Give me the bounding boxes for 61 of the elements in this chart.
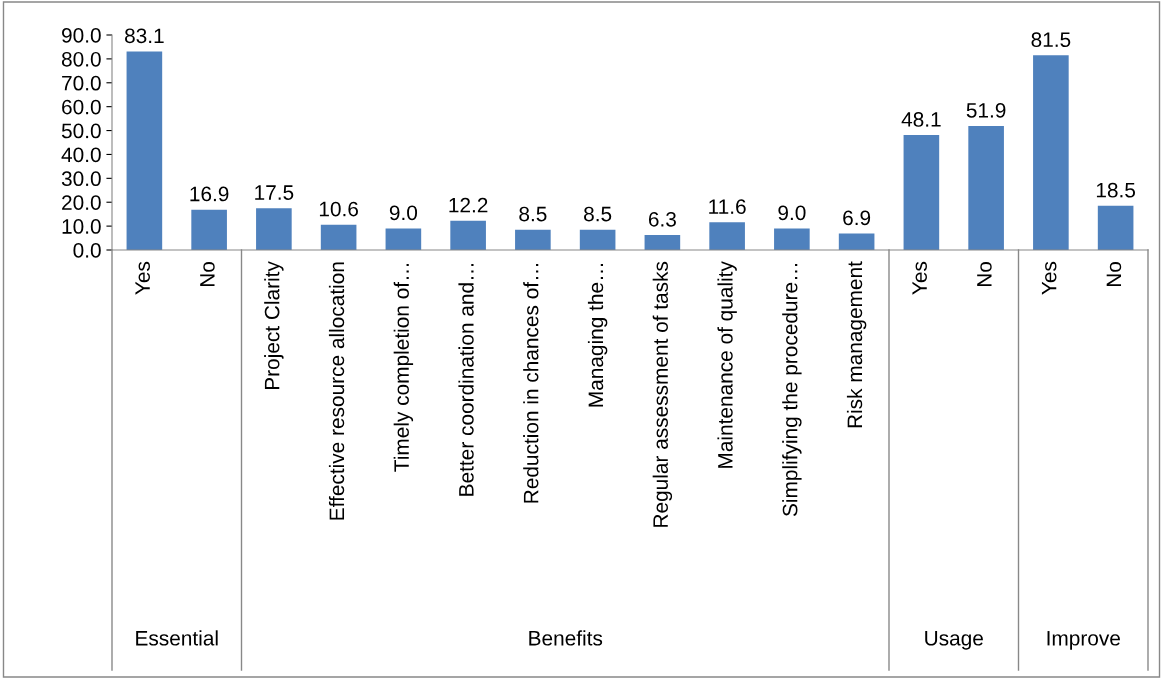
x-tick-label: Better coordination and… xyxy=(458,263,474,496)
y-tick-label: 20.0 xyxy=(62,195,101,210)
bar xyxy=(1097,205,1134,250)
data-label: 8.5 xyxy=(519,206,547,222)
text: Improve xyxy=(1047,631,1120,650)
y-tick-label: 10.0 xyxy=(62,219,101,234)
data-label: 6.3 xyxy=(648,211,676,227)
x-tick-label: Simplifying the procedure… xyxy=(782,263,802,517)
x-tick-label: Yes xyxy=(1041,261,1057,295)
data-label: 81.5 xyxy=(1031,32,1071,48)
x-tick-label: Managing the… xyxy=(587,263,608,407)
x-tick-label: Maintenance of quality xyxy=(717,261,737,468)
data-label: 16.9 xyxy=(190,186,229,202)
y-tick-label: 30.0 xyxy=(61,171,101,187)
x-tick-label: No xyxy=(200,261,215,287)
data-label: 12.2 xyxy=(449,197,488,213)
y-tick-label: 40.0 xyxy=(61,147,101,163)
bar xyxy=(515,229,551,250)
x-tick-label: Reduction in chances of… xyxy=(523,263,539,503)
x-tick-label: No xyxy=(1106,261,1122,287)
bar xyxy=(126,51,163,250)
data-label: 83.1 xyxy=(125,28,164,44)
bar xyxy=(256,208,292,250)
x-tick-label: Effective resource allocation xyxy=(328,262,345,520)
x-tick-label: No xyxy=(977,261,992,287)
bar xyxy=(709,222,745,250)
y-tick-label: 70.0 xyxy=(62,75,101,91)
x-tick-label: Regular assessment of tasks xyxy=(652,261,673,527)
bar xyxy=(1033,55,1069,250)
data-label: 10.6 xyxy=(319,201,358,217)
data-label: 9.0 xyxy=(778,205,806,221)
data-label: 9.0 xyxy=(389,205,418,221)
x-tick-label: Yes xyxy=(135,261,150,295)
bar xyxy=(579,229,616,250)
x-tick-label: Yes xyxy=(912,261,927,295)
data-label: 11.6 xyxy=(709,199,746,214)
data-label: 18.5 xyxy=(1096,182,1136,198)
bar xyxy=(644,234,681,250)
x-tick-label: Risk management xyxy=(846,261,867,428)
text: Benefits xyxy=(529,630,603,646)
data-label: 8.5 xyxy=(584,206,612,222)
data-label: 6.9 xyxy=(843,210,871,226)
y-tick-label: 80.0 xyxy=(61,51,101,67)
y-tick-label: 90.0 xyxy=(62,28,101,43)
y-tick-label: 60.0 xyxy=(62,99,101,115)
data-label: 48.1 xyxy=(901,112,941,127)
bar xyxy=(774,228,810,250)
data-label: 51.9 xyxy=(966,102,1006,118)
bar xyxy=(450,220,486,250)
y-tick-label: 50.0 xyxy=(61,123,101,139)
text: Usage xyxy=(925,631,983,650)
x-tick-label: Project Clarity xyxy=(264,261,284,390)
bar xyxy=(903,135,940,250)
bar xyxy=(968,126,1004,250)
y-tick-label: 0.0 xyxy=(73,243,101,258)
bar xyxy=(191,209,227,250)
data-label: 17.5 xyxy=(255,185,294,200)
bar xyxy=(320,224,357,250)
bar xyxy=(385,228,422,250)
text: Essential xyxy=(136,630,218,646)
x-tick-label: Timely completion of… xyxy=(393,263,414,472)
